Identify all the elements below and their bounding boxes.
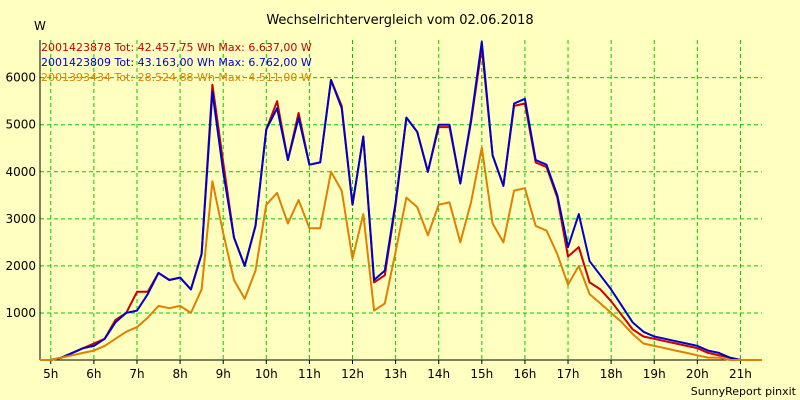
x-tick-label: 14h	[427, 367, 450, 381]
chart-title: Wechselrichtervergleich vom 02.06.2018	[266, 13, 533, 28]
y-tick-label: 2000	[5, 259, 36, 273]
x-tick-label: 15h	[470, 367, 493, 381]
y-axis-unit-label: W	[34, 19, 46, 33]
series-line-2	[40, 40, 762, 361]
y-tick-label: 1000	[5, 306, 36, 320]
x-tick-label: 8h	[172, 367, 187, 381]
plot-background	[40, 40, 762, 360]
x-tick-label: 7h	[129, 367, 144, 381]
series-line-3	[40, 146, 762, 361]
legend-entry-2: 2001423809 Tot: 43.163,00 Wh Max: 6.762,…	[41, 56, 312, 69]
legend-entry-3: 2001393434 Tot: 28.524,88 Wh Max: 4.511,…	[41, 71, 312, 84]
y-tick-label: 4000	[5, 165, 36, 179]
x-tick-label: 17h	[557, 367, 580, 381]
x-tick-label: 6h	[86, 367, 101, 381]
x-tick-label: 12h	[341, 367, 364, 381]
x-tick-label: 16h	[513, 367, 536, 381]
x-tick-label: 5h	[43, 367, 58, 381]
legend: 2001423878 Tot: 42.457,75 Wh Max: 6.637,…	[41, 41, 312, 84]
x-tick-label: 19h	[643, 367, 666, 381]
x-tick-label: 9h	[216, 367, 231, 381]
x-tick-label: 10h	[255, 367, 278, 381]
y-tick-label: 3000	[5, 212, 36, 226]
legend-entry-1: 2001423878 Tot: 42.457,75 Wh Max: 6.637,…	[41, 41, 312, 54]
x-tick-label: 11h	[298, 367, 321, 381]
y-tick-label: 5000	[5, 118, 36, 132]
x-tick-label: 18h	[600, 367, 623, 381]
x-tick-label: 20h	[686, 367, 709, 381]
x-tick-label: 13h	[384, 367, 407, 381]
footer-credit: SunnyReport pinxit	[691, 385, 797, 398]
x-tick-label: 21h	[729, 367, 752, 381]
y-tick-label: 6000	[5, 71, 36, 85]
plot-area: 1000 2000 3000 4000 5000 6000 5h 6h 7h 8h 9h 10h 11h…	[5, 40, 762, 381]
